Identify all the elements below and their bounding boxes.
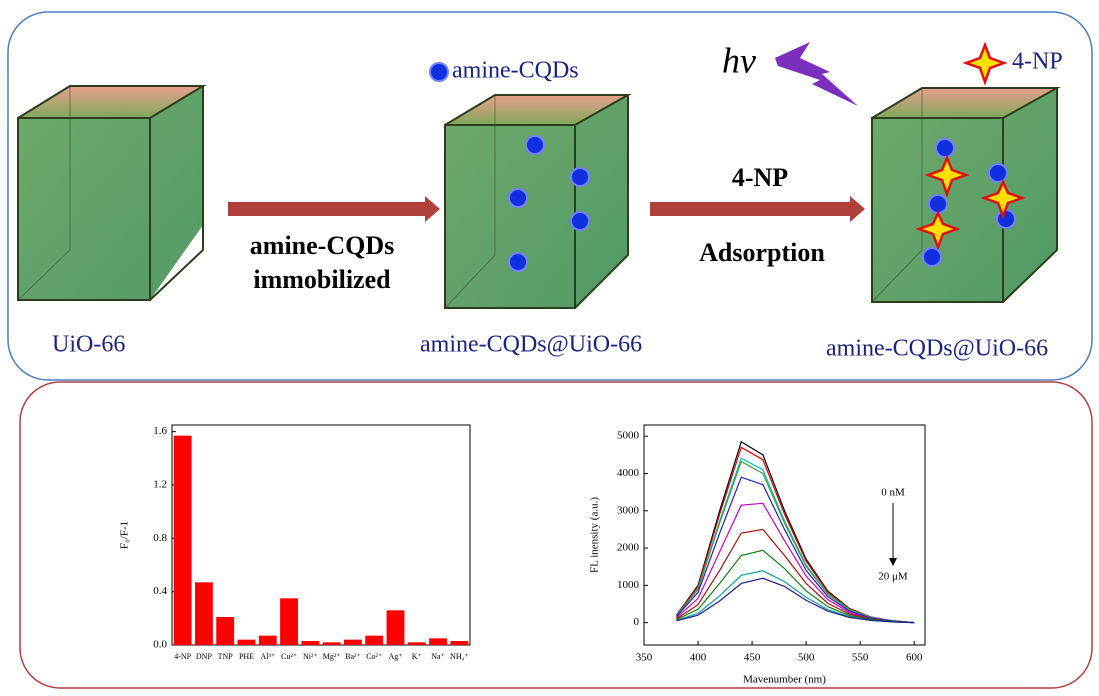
legend-star <box>966 45 1004 82</box>
y-tick-label: 0 <box>634 616 640 628</box>
line-series <box>676 442 914 623</box>
light-bolt <box>775 42 858 106</box>
x-tick-label: DNP <box>196 652 213 661</box>
x-tick-label: 350 <box>636 652 653 664</box>
y-tick-label: 0.0 <box>153 639 167 651</box>
x-tick-label: 4-NP <box>174 652 191 661</box>
bar <box>323 642 341 645</box>
x-tick-label: 450 <box>744 652 761 664</box>
plot-frame <box>172 425 470 645</box>
figure: amine-CQDs hv 4-NP amine-CQDs immobilize… <box>0 0 1099 696</box>
bar <box>365 636 383 645</box>
line-series <box>676 550 914 622</box>
x-tick-label: Na⁺ <box>431 652 445 661</box>
bar <box>259 636 277 645</box>
step-label: Adsorption <box>699 238 825 267</box>
x-axis-label: Mavenumber (nm) <box>743 674 826 686</box>
bar <box>344 640 362 645</box>
bar <box>450 641 468 645</box>
caption: amine-CQDs@UiO-66 <box>420 332 642 358</box>
y-axis-label: F₀/F-1 <box>119 521 131 549</box>
x-tick-label: Co²⁺ <box>366 652 382 661</box>
x-tick-label: 500 <box>798 652 815 664</box>
legend-text: 4-NP <box>1012 49 1063 75</box>
step-label: 4-NP <box>732 163 788 192</box>
x-tick-label: Mg²⁺ <box>323 652 341 661</box>
x-tick-label: 400 <box>690 652 707 664</box>
cube <box>18 86 203 300</box>
y-tick-label: 4000 <box>617 467 640 479</box>
y-tick-label: 2000 <box>617 542 640 554</box>
step-label: immobilized <box>253 265 391 294</box>
line-series <box>676 503 914 622</box>
annotation-arrowhead <box>889 558 897 566</box>
x-tick-label: 600 <box>906 652 923 664</box>
x-tick-label: Ni²⁺ <box>303 652 318 661</box>
y-tick-label: 1000 <box>617 579 640 591</box>
line-series <box>676 578 914 622</box>
y-tick-label: 1.6 <box>153 425 167 437</box>
bar <box>429 638 447 645</box>
caption: amine-CQDs@UiO-66 <box>826 336 1048 362</box>
legend-dot <box>430 63 448 81</box>
y-tick-label: 0.4 <box>153 585 167 597</box>
step-label: amine-CQDs <box>250 231 394 260</box>
cube <box>872 88 1057 302</box>
x-tick-label: NH₄⁺ <box>450 652 469 661</box>
bar <box>174 436 192 645</box>
annotation: 0 nM <box>881 487 905 499</box>
y-tick-label: 5000 <box>617 430 640 442</box>
x-tick-label: Cu²⁺ <box>281 652 297 661</box>
bar <box>216 617 234 645</box>
bar <box>301 641 319 645</box>
x-tick-label: TNP <box>218 652 234 661</box>
arrow <box>650 196 865 222</box>
x-tick-label: Ag⁺ <box>389 652 403 661</box>
annotation: 20 μM <box>878 571 908 583</box>
bar <box>280 598 298 645</box>
bar <box>195 582 213 645</box>
hv-label: hv <box>722 40 756 80</box>
cube <box>445 95 628 308</box>
y-tick-label: 3000 <box>617 504 640 516</box>
bar <box>238 640 256 645</box>
x-tick-label: Al³⁺ <box>260 652 275 661</box>
x-tick-label: PHE <box>239 652 254 661</box>
line-series <box>676 477 914 622</box>
bar <box>387 610 405 645</box>
y-tick-label: 1.2 <box>153 479 167 491</box>
y-tick-label: 0.8 <box>153 532 167 544</box>
y-axis-label: FL inensity (a.u.) <box>589 497 601 573</box>
legend-text: amine-CQDs <box>452 58 579 84</box>
arrow <box>228 196 440 222</box>
x-tick-label: K⁺ <box>412 652 422 661</box>
bar <box>408 642 426 645</box>
x-tick-label: 550 <box>852 652 869 664</box>
caption: UiO-66 <box>52 332 125 358</box>
x-tick-label: Ba²⁺ <box>345 652 361 661</box>
